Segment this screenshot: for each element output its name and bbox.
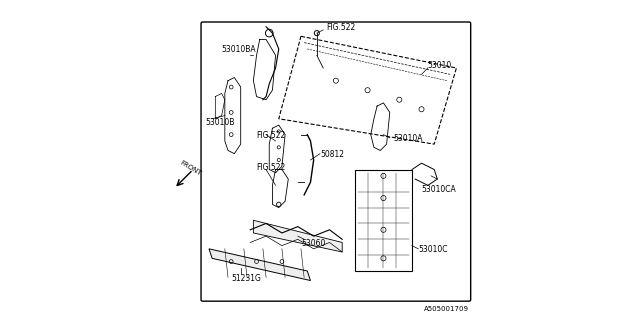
Text: 53010: 53010 <box>428 61 452 70</box>
Text: A505001709: A505001709 <box>424 306 469 312</box>
FancyBboxPatch shape <box>201 22 470 301</box>
Text: FRONT: FRONT <box>179 160 202 177</box>
Text: 53010A: 53010A <box>393 134 422 143</box>
Text: 51231G: 51231G <box>231 274 261 283</box>
Text: 53010B: 53010B <box>206 118 235 127</box>
Text: FIG.522: FIG.522 <box>257 131 286 140</box>
Text: FIG.522: FIG.522 <box>326 23 356 32</box>
Text: 50812: 50812 <box>320 150 344 159</box>
Text: FIG.522: FIG.522 <box>257 163 286 172</box>
Text: 53010C: 53010C <box>419 245 448 254</box>
Text: 53060: 53060 <box>301 239 325 248</box>
Polygon shape <box>209 249 310 281</box>
Polygon shape <box>253 220 342 252</box>
Text: 53010CA: 53010CA <box>422 185 456 194</box>
Bar <box>355 170 412 271</box>
Text: 53010BA: 53010BA <box>221 45 256 54</box>
